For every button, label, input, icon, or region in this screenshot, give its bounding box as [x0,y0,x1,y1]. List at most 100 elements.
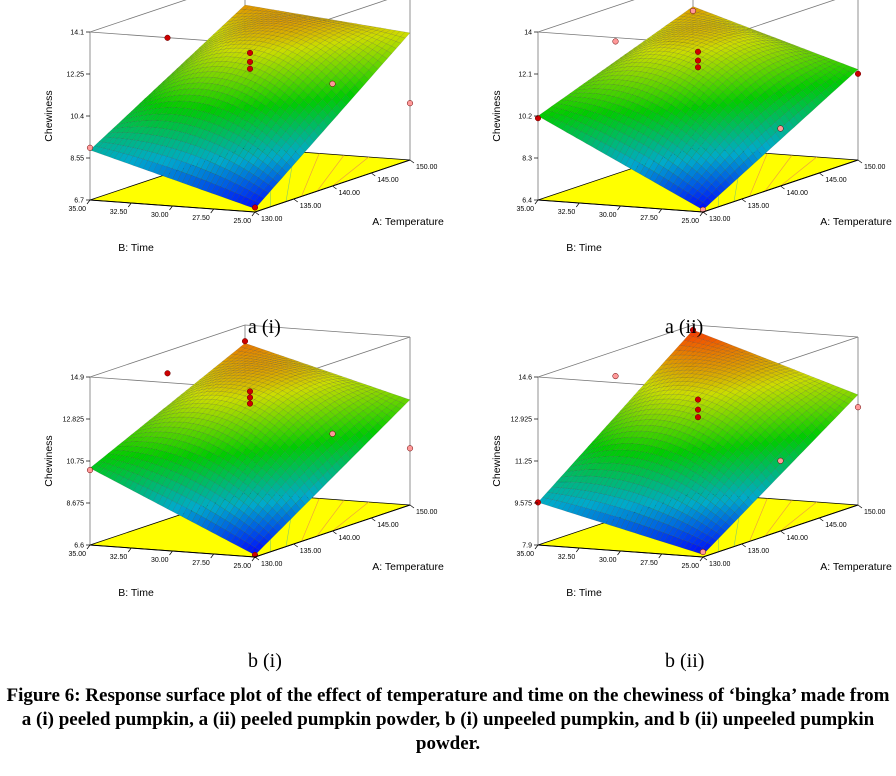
design-point [86,467,94,474]
surface-cell [390,30,401,36]
y-tick-label: 30.00 [151,212,169,219]
surface-cell [337,376,347,379]
x-tick-label: 150.00 [864,164,886,171]
y-axis-label: B: Time [566,242,602,254]
chart-panel-a-i: 6.7 8.55 10.4 12.25 14.1 130.00 135.00 140.00 14… [0,0,448,290]
y-tick-label: 32.50 [110,209,128,216]
y-axis-label: B: Time [118,587,154,599]
design-point [612,373,619,380]
x-axis-label: A: Temperature [820,216,892,228]
surface-cell [356,382,367,386]
z-tick-label: 10.4 [70,114,84,121]
surface-cell [375,27,387,32]
box-edge [692,324,859,338]
figure-caption: Figure 6: Response surface plot of the e… [6,685,890,754]
y-tick-label: 30.00 [599,557,617,564]
chart-panel-b-i: 6.6 8.675 10.75 12.825 14.9 130.00 135.00 140.0… [0,324,448,635]
surface-cell [395,396,406,403]
floor-contour [780,156,817,187]
y-tick-mark [699,556,704,562]
surface-cell [751,354,762,358]
floor-contour [316,155,345,192]
surface-cell [337,21,347,23]
y-tick-label: 25.00 [681,218,699,225]
x-tick-mark [293,198,298,203]
x-tick-mark [741,543,746,548]
surface-cell [732,22,742,26]
y-tick-mark [169,205,173,211]
box-edge [537,0,635,33]
x-tick-label: 150.00 [864,509,886,516]
z-tick-label: 9.575 [514,501,532,508]
floor-contour [780,501,817,532]
z-tick-label: 12.25 [66,72,84,79]
surface-cell [746,27,757,31]
x-tick-mark [409,504,415,509]
surface-cell [804,375,815,380]
floor-contour [749,153,768,197]
z-tick-label: 10.75 [66,459,84,466]
y-tick-mark [534,199,539,205]
design-point [777,125,784,132]
z-tick-label: 14.1 [70,30,84,37]
x-tick-mark [409,159,415,164]
x-tick-label: 150.00 [416,164,438,171]
x-tick-label: 140.00 [787,190,809,197]
surface-cell [848,67,859,74]
x-tick-mark [332,185,337,190]
x-tick-label: 140.00 [339,535,361,542]
x-axis-label: A: Temperature [372,561,444,573]
y-tick-mark [575,202,580,208]
x-tick-mark [857,504,863,509]
x-tick-mark [780,530,785,535]
y-tick-mark [575,547,580,553]
design-point [689,7,697,14]
z-tick-label: 6.6 [74,543,84,550]
design-point [694,48,702,55]
box-edge [537,324,694,378]
surface-plot-b-i: 6.68.67510.7512.82514.9130.00135.00140.0… [43,324,444,599]
x-tick-mark [819,172,824,177]
surface-plot-b-ii: 7.99.57511.2512.92514.6130.00135.00140.0… [491,324,892,599]
design-point [164,34,171,41]
design-point [251,204,259,211]
x-tick-label: 145.00 [825,177,847,184]
x-tick-mark [741,198,746,203]
x-tick-mark [780,185,785,190]
x-tick-label: 135.00 [300,548,322,555]
surface-cell [274,354,284,358]
floor-contour [301,498,320,542]
x-tick-label: 150.00 [416,509,438,516]
x-tick-label: 140.00 [787,535,809,542]
x-tick-mark [293,543,298,548]
design-point [406,100,414,107]
design-point [246,65,254,72]
y-tick-mark [617,550,621,556]
z-axis-label: Chewiness [491,435,503,486]
y-tick-mark [210,553,215,559]
floor-contour [764,155,793,192]
x-tick-mark [702,211,708,216]
y-tick-mark [86,544,91,550]
chart-panel-a-ii: 6.4 8.3 10.2 12.1 14 130.00 135.00 140.00 145.00… [448,0,896,290]
design-point [699,548,707,556]
x-tick-label: 130.00 [709,216,731,223]
x-tick-mark [254,211,260,216]
z-tick-label: 12.825 [63,417,85,424]
x-tick-mark [332,530,337,535]
design-point [777,457,784,464]
y-tick-label: 30.00 [599,212,617,219]
surface-cell [303,364,313,367]
design-point [329,430,336,437]
surface-cell [823,58,835,62]
y-tick-label: 25.00 [233,218,251,225]
surface-cell [848,392,859,400]
y-tick-label: 25.00 [233,563,251,570]
y-tick-label: 27.50 [192,560,210,567]
y-tick-label: 35.00 [68,206,86,213]
x-tick-label: 145.00 [377,522,399,529]
surface-cell [284,12,294,15]
panel-caption-a-i: a (i) [248,316,281,338]
surface-cell [400,31,411,39]
y-axis-label: B: Time [566,587,602,599]
